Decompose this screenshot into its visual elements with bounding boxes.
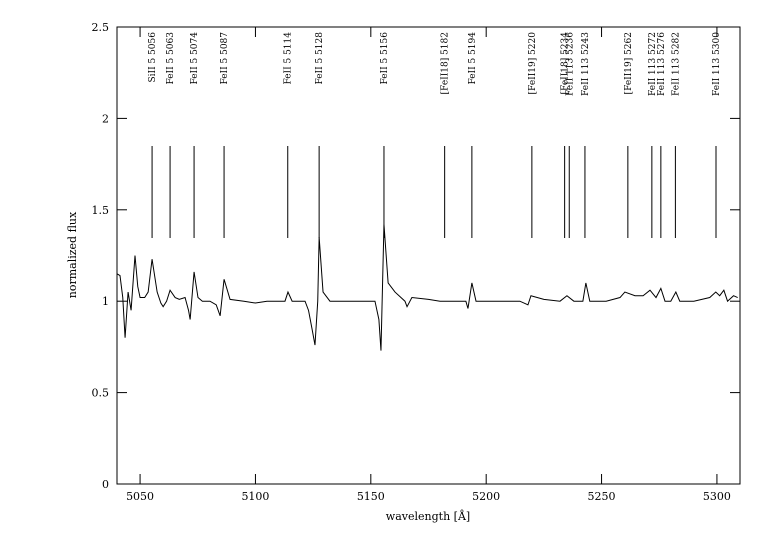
y-tick-label: 2 — [102, 112, 109, 125]
line-label: FeII 5 5087 — [220, 32, 230, 85]
spectrum-line — [116, 224, 738, 351]
line-label: [FeII19] 5262 — [624, 32, 634, 94]
line-label: FeII 5 5194 — [468, 32, 478, 85]
y-tick-label: 1 — [102, 295, 109, 308]
x-tick-label: 5150 — [357, 490, 385, 503]
line-label: [FeII18] 5234 — [561, 32, 571, 95]
line-label: FeII 113 5282 — [671, 32, 681, 96]
x-tick-label: 5100 — [241, 490, 269, 503]
line-label: FeII 113 5236 — [565, 32, 575, 96]
y-tick-label: 0 — [102, 478, 109, 491]
y-tick-label: 1.5 — [92, 204, 110, 217]
line-label: FeII 5 5128 — [315, 32, 325, 85]
x-tick-label: 5300 — [703, 490, 731, 503]
x-tick-label: 5050 — [126, 490, 154, 503]
line-label: SiII 5 5056 — [148, 32, 158, 83]
plot-frame — [116, 26, 741, 485]
line-label: FeII 5 5074 — [190, 32, 200, 85]
y-tick-label: 0.5 — [92, 387, 110, 400]
x-axis-label: wavelength [Å] — [386, 509, 470, 523]
line-label: FeII 5 5063 — [166, 32, 176, 85]
line-label: FeII 5 5156 — [380, 32, 390, 85]
y-tick-label: 2.5 — [92, 21, 110, 34]
y-axis-label: normalized flux — [66, 211, 79, 298]
x-tick-label: 5250 — [588, 490, 616, 503]
line-label: [FeII19] 5220 — [528, 32, 538, 95]
line-label: [FeII18] 5182 — [441, 32, 451, 94]
line-label: FeII 113 5300 — [712, 32, 722, 96]
line-label: FeII 113 5243 — [581, 32, 591, 96]
line-label: FeII 5 5114 — [284, 32, 294, 85]
line-label: FeII 113 5272 — [648, 32, 658, 96]
line-label: FeII 113 5276 — [657, 32, 667, 96]
x-tick-label: 5200 — [472, 490, 500, 503]
